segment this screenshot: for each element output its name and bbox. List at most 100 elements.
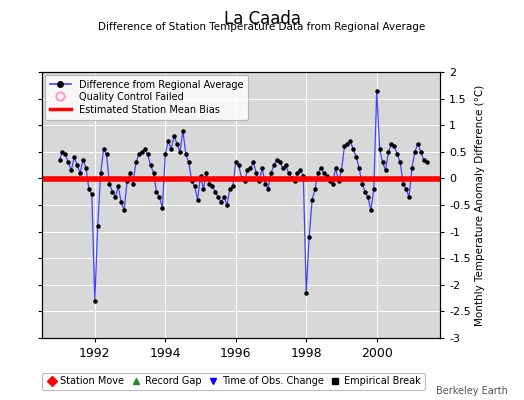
Point (299, 172, 308, 179)
Point (61, 151, 70, 158)
Point (402, 186, 410, 192)
Point (179, 127, 187, 134)
Point (285, 170, 293, 176)
Point (302, 290, 310, 296)
Point (396, 159, 405, 166)
Point (364, 194, 372, 200)
Point (305, 234, 313, 240)
Point (184, 159, 193, 166)
Point (188, 178, 196, 184)
Point (393, 151, 401, 158)
Point (422, 159, 431, 166)
Point (226, 186, 234, 192)
Point (381, 167, 390, 174)
Point (355, 164, 363, 171)
Point (82, 164, 90, 171)
Y-axis label: Monthly Temperature Anomaly Difference (°C): Monthly Temperature Anomaly Difference (… (475, 84, 485, 326)
Point (164, 138, 172, 144)
Point (408, 164, 416, 171)
Point (88, 191, 96, 198)
Point (123, 178, 132, 184)
Point (217, 199, 225, 206)
Point (58, 148, 67, 155)
Point (170, 133, 178, 139)
Point (70, 154, 79, 160)
Point (331, 164, 340, 171)
Point (390, 143, 399, 150)
Point (140, 146, 149, 152)
Point (417, 148, 425, 155)
Point (334, 178, 343, 184)
Point (120, 207, 128, 214)
Point (228, 183, 237, 190)
Point (376, 146, 384, 152)
Point (361, 188, 369, 195)
Point (373, 88, 381, 94)
Point (329, 180, 337, 187)
Point (93, 223, 102, 230)
Point (387, 141, 396, 147)
Point (255, 178, 264, 184)
Point (270, 162, 278, 168)
Point (76, 170, 84, 176)
Point (325, 178, 334, 184)
Point (64, 159, 72, 166)
Point (100, 146, 108, 152)
Point (135, 151, 143, 158)
Point (290, 178, 299, 184)
Point (281, 162, 290, 168)
Point (272, 156, 281, 163)
Point (138, 148, 146, 155)
Point (79, 156, 87, 163)
Point (85, 186, 93, 192)
Text: La Caada: La Caada (224, 10, 300, 28)
Point (246, 164, 255, 171)
Point (279, 164, 287, 171)
Point (241, 178, 249, 184)
Point (369, 186, 378, 192)
Point (146, 162, 155, 168)
Point (208, 183, 216, 190)
Point (108, 188, 117, 195)
Point (149, 170, 158, 176)
Point (214, 194, 222, 200)
Point (267, 170, 275, 176)
Point (411, 148, 419, 155)
Point (190, 183, 199, 190)
Point (91, 298, 99, 304)
Point (182, 151, 190, 158)
Point (114, 183, 123, 190)
Point (211, 188, 220, 195)
Point (413, 141, 422, 147)
Point (161, 151, 169, 158)
Point (196, 172, 205, 179)
Point (264, 186, 272, 192)
Point (56, 156, 64, 163)
Point (132, 159, 140, 166)
Point (314, 170, 322, 176)
Point (220, 194, 228, 200)
Point (199, 186, 208, 192)
Point (252, 170, 260, 176)
Point (352, 154, 361, 160)
Point (117, 199, 125, 206)
Point (358, 180, 366, 187)
Point (176, 148, 184, 155)
Point (67, 167, 75, 174)
Point (205, 180, 213, 187)
Point (340, 143, 348, 150)
Point (111, 194, 119, 200)
Point (167, 146, 176, 152)
Point (405, 194, 413, 200)
Point (287, 175, 296, 182)
Point (346, 138, 354, 144)
Point (276, 159, 284, 166)
Point (343, 141, 352, 147)
Point (223, 202, 231, 208)
Point (316, 164, 325, 171)
Point (173, 141, 181, 147)
Point (258, 164, 266, 171)
Point (349, 146, 357, 152)
Legend: Station Move, Record Gap, Time of Obs. Change, Empirical Break: Station Move, Record Gap, Time of Obs. C… (42, 372, 425, 390)
Point (243, 167, 252, 174)
